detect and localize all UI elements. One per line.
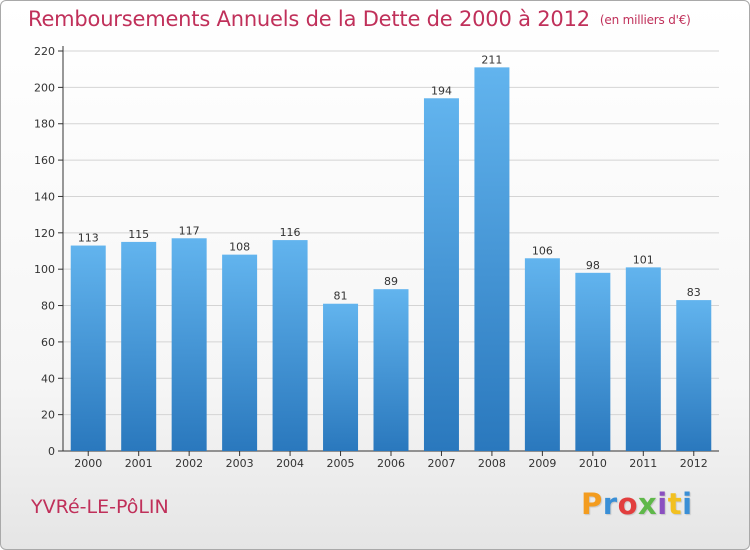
bar (524, 258, 560, 451)
bar (575, 272, 611, 451)
label-layer: 2000 113 2001 115 2002 117 2003 108 2004 116 2005 8… (74, 53, 708, 470)
data-label: 81 (334, 290, 348, 303)
y-tick-label: 140 (34, 190, 55, 203)
x-tick-label: 2003 (226, 457, 254, 470)
bar (423, 98, 459, 451)
y-tick-label: 20 (41, 409, 55, 422)
chart-title-text: Remboursements Annuels de la Dette de 20… (28, 7, 590, 31)
town-name: YVRé-LE-PôLIN (31, 496, 169, 518)
data-label: 106 (532, 244, 553, 257)
y-tick-label: 200 (34, 81, 55, 94)
bar-layer (70, 67, 712, 451)
bar (323, 303, 359, 451)
chart-subtitle: (en milliers d'€) (599, 13, 691, 27)
x-tick-label: 2008 (478, 457, 506, 470)
bar (222, 254, 258, 451)
x-tick-label: 2009 (528, 457, 556, 470)
data-label: 194 (431, 84, 452, 97)
data-label: 211 (481, 53, 502, 66)
x-tick-label: 2010 (579, 457, 607, 470)
x-tick-label: 2012 (680, 457, 708, 470)
y-tick-label: 220 (34, 45, 55, 58)
x-tick-label: 2011 (629, 457, 657, 470)
data-label: 108 (229, 241, 250, 254)
data-label: 101 (633, 253, 654, 266)
y-tick-label: 0 (48, 445, 55, 458)
y-tick-label: 180 (34, 118, 55, 131)
x-tick-label: 2007 (427, 457, 455, 470)
data-label: 117 (179, 224, 200, 237)
data-label: 115 (128, 228, 149, 241)
x-tick-label: 2000 (74, 457, 102, 470)
data-label: 113 (78, 232, 99, 245)
data-label: 98 (586, 259, 600, 272)
bar (373, 289, 409, 451)
y-tick-label: 60 (41, 336, 55, 349)
bar (70, 245, 106, 451)
y-tick-label: 40 (41, 372, 55, 385)
data-label: 83 (687, 286, 701, 299)
y-tick-label: 160 (34, 154, 55, 167)
proxiti-logo: Proxiti (581, 487, 693, 521)
chart-title: Remboursements Annuels de la Dette de 20… (28, 7, 691, 31)
bar (272, 240, 308, 451)
bar (474, 67, 510, 451)
bar (171, 238, 207, 451)
x-tick-label: 2004 (276, 457, 304, 470)
bar (121, 241, 157, 451)
y-tick-label: 120 (34, 227, 55, 240)
data-label: 116 (280, 226, 301, 239)
x-tick-label: 2006 (377, 457, 405, 470)
x-tick-label: 2001 (125, 457, 153, 470)
y-tick-label: 100 (34, 263, 55, 276)
x-tick-label: 2005 (327, 457, 355, 470)
y-tick-label: 80 (41, 300, 55, 313)
x-tick-label: 2002 (175, 457, 203, 470)
bar (625, 267, 661, 451)
bar (676, 300, 712, 451)
data-label: 89 (384, 275, 398, 288)
